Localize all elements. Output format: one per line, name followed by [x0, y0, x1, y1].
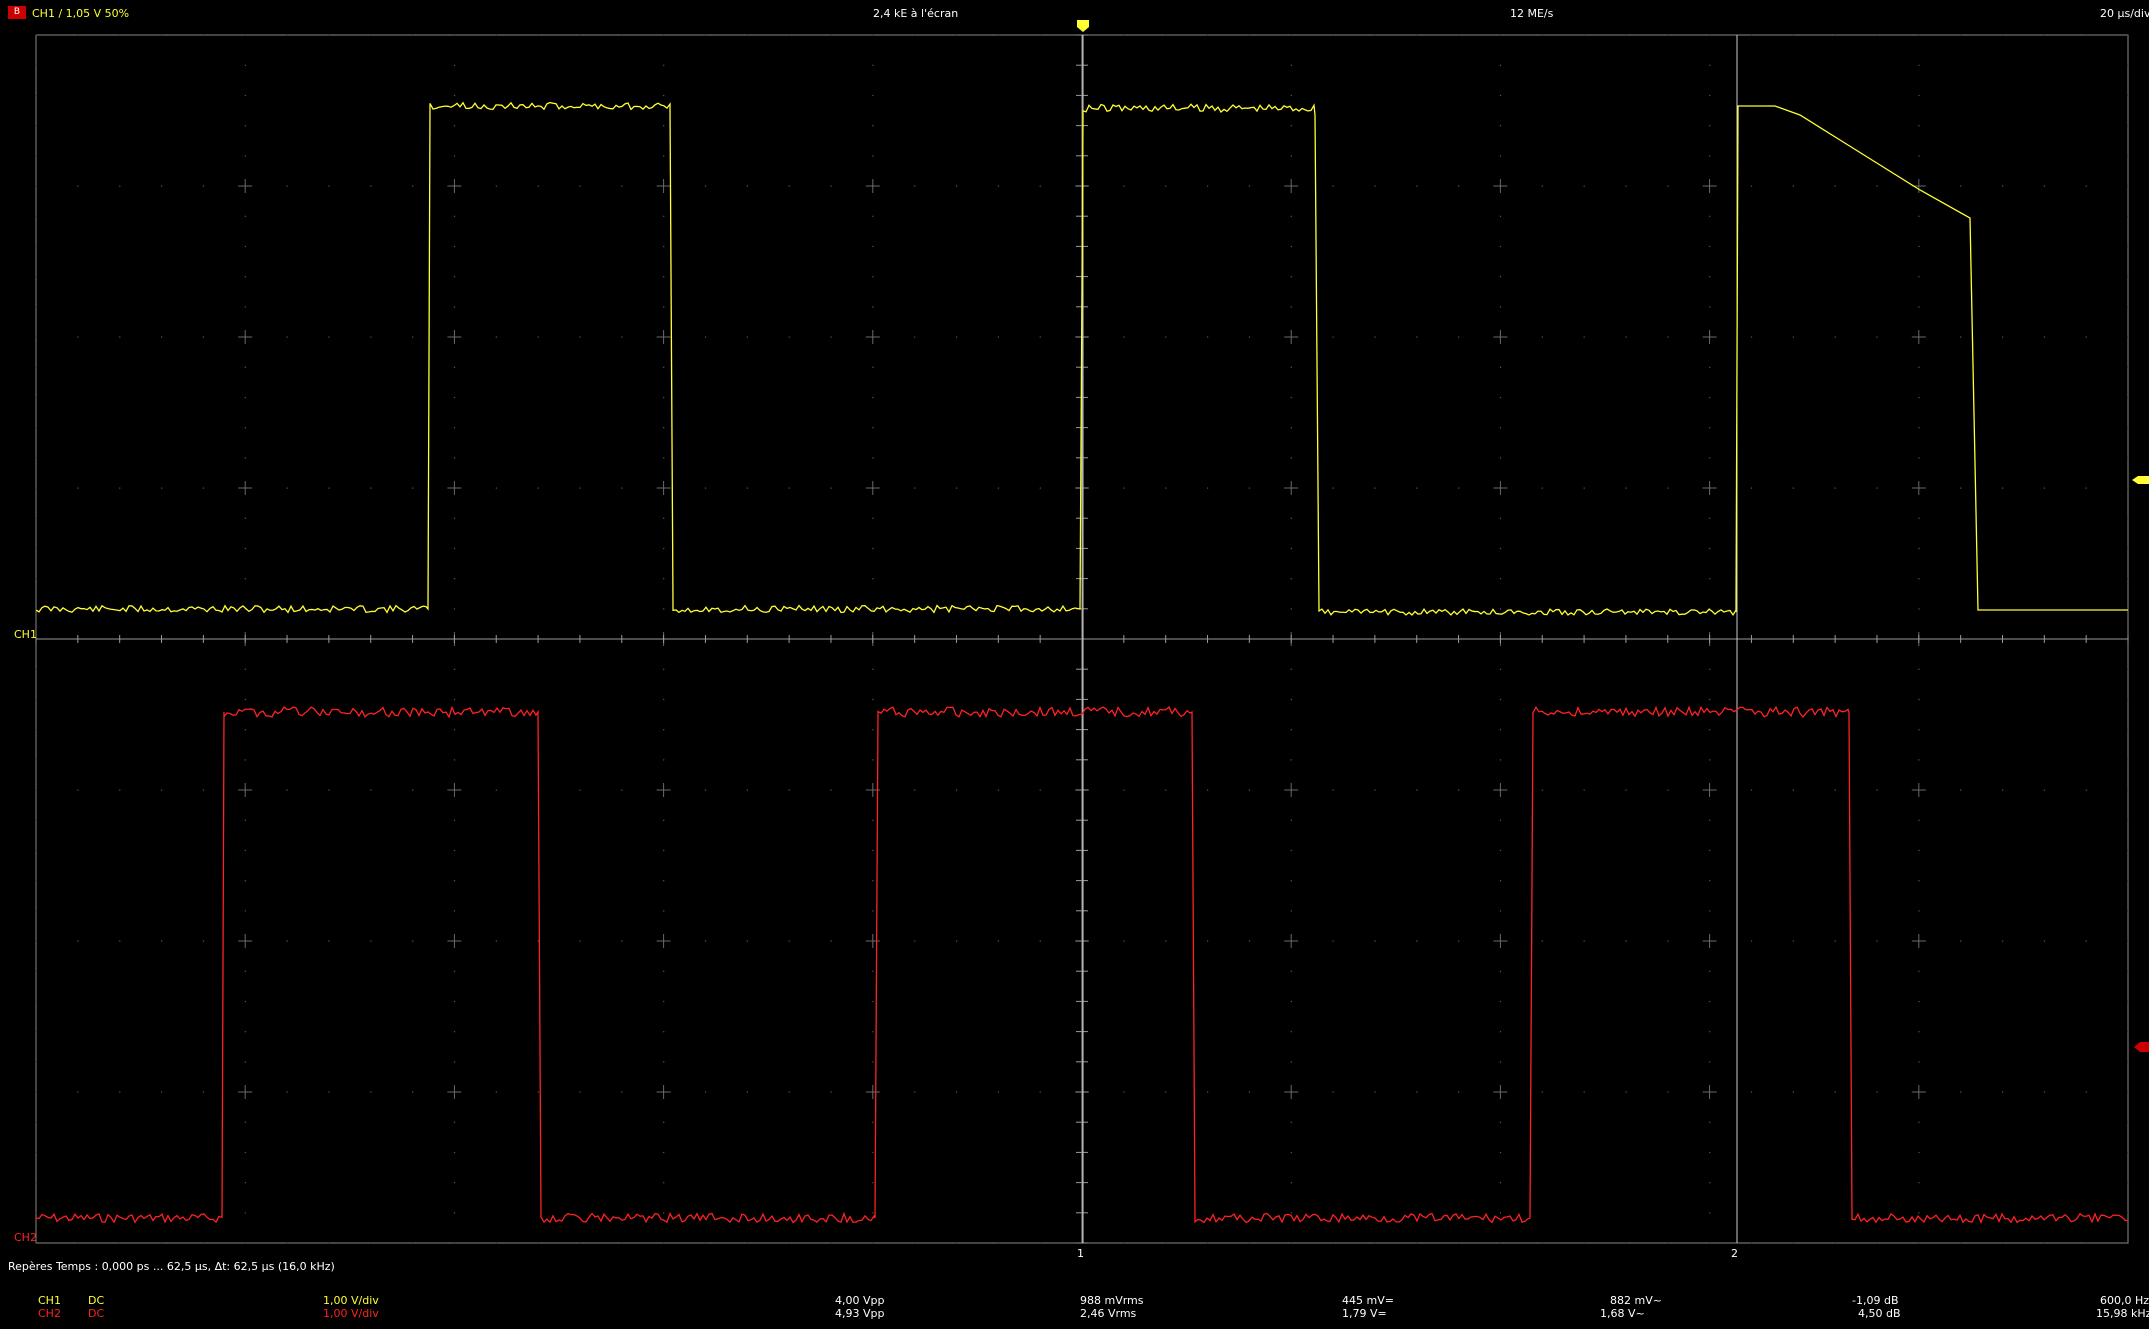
cursor-1-label[interactable]: 1	[1077, 1247, 1084, 1260]
meas-ch1-vdc: 445 mV=	[1342, 1294, 1394, 1307]
meas-ch2-scale[interactable]: 1,00 V/div	[323, 1307, 379, 1320]
meas-ch1-name: CH1	[38, 1294, 61, 1307]
meas-ch2-db: 4,50 dB	[1858, 1307, 1901, 1320]
meas-ch2-vpp: 4,93 Vpp	[835, 1307, 885, 1320]
cursor-2-label[interactable]: 2	[1731, 1247, 1738, 1260]
ch1-axis-label: CH1	[14, 628, 37, 641]
trigger-info[interactable]: CH1 / 1,05 V 50%	[32, 7, 130, 20]
markers-info: Repères Temps : 0,000 ps ... 62,5 µs, Δt…	[8, 1260, 335, 1273]
meas-ch1-db: -1,09 dB	[1852, 1294, 1899, 1307]
meas-ch2-vrms: 2,46 Vrms	[1080, 1307, 1137, 1320]
ch2-axis-label: CH2	[14, 1231, 37, 1244]
meas-ch2-freq: 15,98 kHz	[2096, 1307, 2149, 1320]
trigger-source-badge[interactable]: B	[8, 6, 26, 19]
ch1-trigger-level-marker[interactable]	[2132, 476, 2149, 484]
ch2-offset-marker[interactable]	[2134, 1042, 2149, 1052]
meas-ch2-vdc: 1,79 V=	[1342, 1307, 1387, 1320]
meas-ch1-vrms: 988 mVrms	[1080, 1294, 1144, 1307]
ch1-waveform	[35, 101, 2128, 616]
meas-ch2-coupling[interactable]: DC	[88, 1307, 105, 1320]
sample-rate: 12 ME/s	[1510, 7, 1554, 20]
meas-ch2-vac: 1,68 V~	[1600, 1307, 1645, 1320]
meas-ch1-scale[interactable]: 1,00 V/div	[323, 1294, 379, 1307]
samples-on-screen: 2,4 kE à l'écran	[873, 7, 959, 20]
meas-ch1-vpp: 4,00 Vpp	[835, 1294, 885, 1307]
trigger-position-marker[interactable]	[1077, 20, 1089, 32]
meas-ch1-vac: 882 mV~	[1610, 1294, 1662, 1307]
meas-ch1-coupling[interactable]: DC	[88, 1294, 105, 1307]
ch2-waveform	[35, 705, 2129, 1225]
meas-ch2-name: CH2	[38, 1307, 61, 1320]
timebase[interactable]: 20 µs/div	[2100, 7, 2149, 20]
meas-ch1-freq: 600,0 Hz	[2100, 1294, 2149, 1307]
